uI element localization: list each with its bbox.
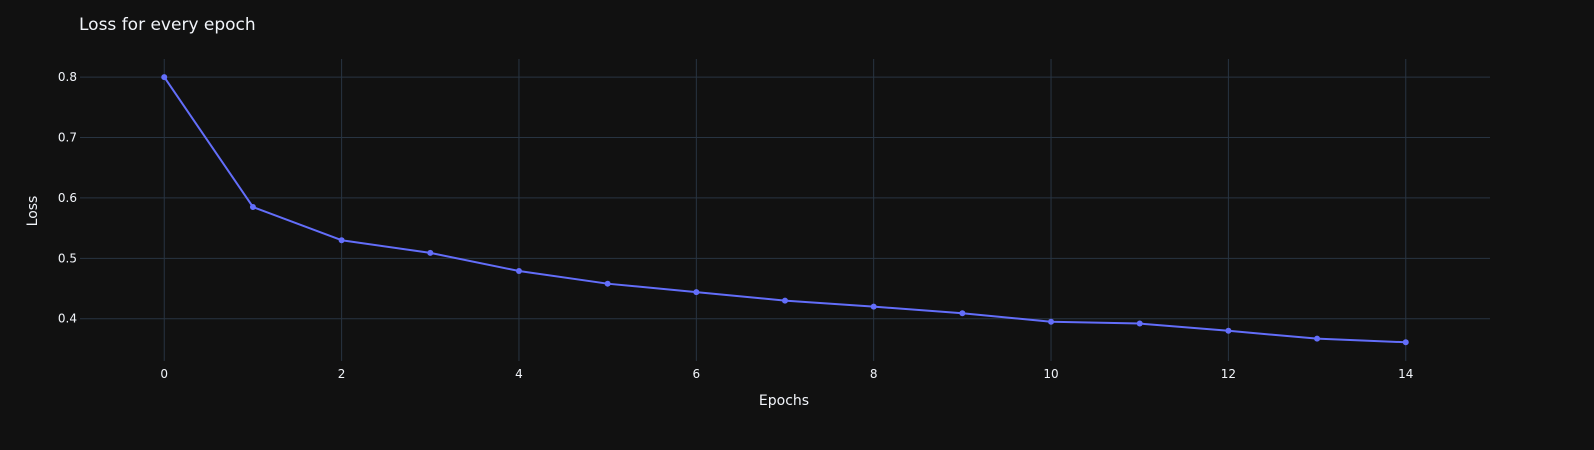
data-point[interactable] bbox=[1136, 320, 1143, 327]
x-tick-label: 10 bbox=[1043, 367, 1058, 381]
data-point[interactable] bbox=[1048, 318, 1055, 325]
x-tick-label: 0 bbox=[160, 367, 168, 381]
data-point[interactable] bbox=[1225, 327, 1232, 334]
data-point[interactable] bbox=[604, 280, 611, 287]
y-tick-label: 0.4 bbox=[58, 312, 77, 326]
data-point[interactable] bbox=[870, 303, 877, 310]
data-point[interactable] bbox=[338, 237, 345, 244]
data-point[interactable] bbox=[1314, 335, 1321, 342]
x-tick-label: 8 bbox=[870, 367, 878, 381]
tick-labels: 0 2 4 6 8 10 12 14 0.4 0.5 0.6 0.7 0.8 bbox=[58, 70, 1413, 381]
data-point[interactable] bbox=[693, 289, 700, 296]
data-point[interactable] bbox=[1402, 339, 1409, 346]
x-tick-label: 2 bbox=[338, 367, 346, 381]
data-point[interactable] bbox=[427, 249, 434, 256]
data-point[interactable] bbox=[161, 74, 168, 81]
x-tick-label: 4 bbox=[515, 367, 523, 381]
x-tick-label: 12 bbox=[1221, 367, 1236, 381]
y-tick-label: 0.8 bbox=[58, 70, 77, 84]
data-point[interactable] bbox=[249, 203, 256, 210]
x-tick-label: 14 bbox=[1398, 367, 1413, 381]
grid-lines bbox=[80, 59, 1490, 361]
data-series bbox=[161, 74, 1409, 346]
data-point[interactable] bbox=[782, 297, 788, 304]
chart-title: Loss for every epoch bbox=[79, 15, 256, 35]
x-tick-label: 6 bbox=[693, 367, 701, 381]
y-axis-title: Loss bbox=[25, 196, 41, 227]
data-point[interactable] bbox=[959, 310, 966, 317]
y-tick-label: 0.7 bbox=[58, 131, 77, 145]
y-tick-label: 0.6 bbox=[58, 191, 77, 205]
data-point[interactable] bbox=[515, 268, 522, 275]
x-axis-title: Epochs bbox=[759, 393, 809, 409]
y-tick-label: 0.5 bbox=[58, 251, 77, 265]
